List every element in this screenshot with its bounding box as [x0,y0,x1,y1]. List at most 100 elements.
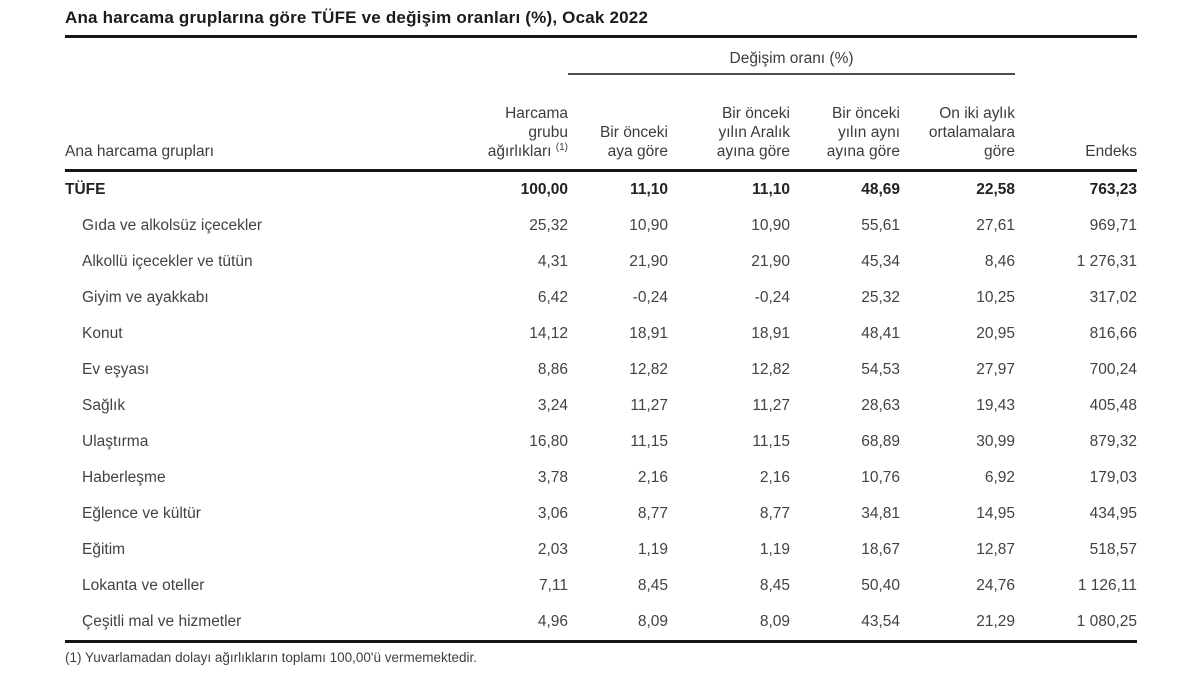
cell-value: 4,31 [537,253,568,270]
row-label: Çeşitli mal ve hizmetler [65,604,440,643]
row-label: Sağlık [82,397,126,414]
cell-value: 34,81 [861,505,900,522]
cell-value: 7,11 [538,577,568,594]
cell-value: 12,87 [976,541,1016,558]
row-label: Konut [82,325,123,342]
cell-value: 100,00 [520,181,568,198]
cell-value: 19,43 [976,397,1016,414]
cell-value: 50,40 [861,577,900,594]
cell-value: 21,29 [900,604,1016,643]
cell-value: 2,16 [759,469,790,486]
cell-value: 10,90 [629,217,668,234]
cell-value: 3,24 [537,397,568,414]
col-header-same-month-prev-year-text: Bir önceki yılın aynı ayına göre [826,105,900,160]
cell-value: 14,12 [529,325,568,342]
table-row: Çeşitli mal ve hizmetler 4,96 8,09 8,09 43,5… [65,604,1137,643]
cell-value: 3,06 [537,505,568,522]
cell-value: 879,32 [1089,433,1137,450]
cell-value: 68,89 [861,433,900,450]
col-header-prev-december: Bir önceki yılın Aralık ayına göre [668,74,790,172]
cell-value: 28,63 [861,397,900,414]
row-label: Ev eşyası [82,361,150,378]
row-label: Eğitim [82,541,126,558]
cell-value: 10,25 [976,289,1016,306]
row-label: Ulaştırma [82,433,149,450]
col-header-weights: Harcama grubu ağırlıkları (1) [440,74,568,172]
cell-value: 18,67 [861,541,900,558]
group-header-spacer-left [65,38,568,74]
table-row: Sağlık 3,24 11,27 11,27 28,63 19,43 405,48 [65,388,1137,424]
cell-value: 8,45 [637,577,668,594]
col-header-twelve-month-avg-text: On iki aylık ortalamalara göre [928,105,1016,160]
cell-value: 1,19 [637,541,668,558]
cell-value: 700,24 [1089,361,1137,378]
col-header-twelve-month-avg: On iki aylık ortalamalara göre [900,74,1016,172]
table-row: Haberleşme 3,78 2,16 2,16 10,76 6,92 179,03 [65,460,1137,496]
table-row: Eğitim 2,03 1,19 1,19 18,67 12,87 518,57 [65,532,1137,568]
cell-value: 1 276,31 [1076,253,1137,270]
footnote-marker: (1) [555,141,568,153]
cell-value: 763,23 [1089,181,1137,198]
cell-value: 1 080,25 [1015,604,1137,643]
cell-value: 22,58 [976,181,1016,198]
cell-value: 10,76 [861,469,900,486]
footnote: (1) Yuvarlamadan dolayı ağırlıkların top… [65,650,478,665]
cell-value: 14,95 [976,505,1016,522]
cell-value: 20,95 [976,325,1016,342]
cell-value: 43,54 [790,604,900,643]
table-row: Giyim ve ayakkabı 6,42 -0,24 -0,24 25,32 10,2… [65,280,1137,316]
cell-value: 12,82 [629,361,668,378]
row-label: Lokanta ve oteller [82,577,205,594]
cell-value: 8,77 [637,505,668,522]
cell-value: 10,90 [751,217,790,234]
cell-value: 1,19 [759,541,790,558]
group-header-change-rate: Değişim oranı (%) [568,38,1016,75]
cell-value: 25,32 [529,217,568,234]
col-header-prev-month-text: Bir önceki aya göre [599,124,668,160]
row-label: Eğlence ve kültür [82,505,201,522]
cell-value: 11,27 [752,397,790,414]
cell-value: 8,77 [759,505,790,522]
group-header-spacer-right [1015,38,1137,74]
cell-value: 48,41 [861,325,900,342]
cell-value: 18,91 [629,325,668,342]
table-row: Eğlence ve kültür 3,06 8,77 8,77 34,81 14,95 4… [65,496,1137,532]
table-row: Ev eşyası 8,86 12,82 12,82 54,53 27,97 700,24 [65,352,1137,388]
cell-value: 434,95 [1089,505,1137,522]
cell-value: 54,53 [861,361,900,378]
cell-value: 21,90 [629,253,668,270]
cell-value: 6,92 [984,469,1016,486]
cell-value: -0,24 [754,289,790,306]
cell-value: 18,91 [751,325,790,342]
cpi-table: Değişim oranı (%) Ana harcama grupları H… [65,38,1137,643]
cell-value: 3,78 [537,469,568,486]
cell-value: 30,99 [976,433,1016,450]
cell-value: 518,57 [1089,541,1137,558]
cell-value: 25,32 [861,289,900,306]
cell-value: 11,10 [752,181,790,198]
table-row: Konut 14,12 18,91 18,91 48,41 20,95 816,66 [65,316,1137,352]
cell-value: 8,46 [984,253,1016,270]
cell-value: 969,71 [1089,217,1137,234]
cell-value: 2,03 [537,541,568,558]
cell-value: 179,03 [1089,469,1137,486]
cell-value: 8,86 [537,361,568,378]
cell-value: 4,96 [440,604,568,643]
table-row: Gıda ve alkolsüz içecekler 25,32 10,90 10,9… [65,208,1137,244]
table-row: Ulaştırma 16,80 11,15 11,15 68,89 30,99 879,32 [65,424,1137,460]
cell-value: 8,09 [568,604,668,643]
cell-value: 11,27 [630,397,668,414]
table-row: Lokanta ve oteller 7,11 8,45 8,45 50,40 24,76… [65,568,1137,604]
cell-value: 2,16 [637,469,668,486]
cell-value: 27,97 [976,361,1016,378]
col-header-main-groups: Ana harcama grupları [65,74,440,172]
col-header-prev-december-text: Bir önceki yılın Aralık ayına göre [716,105,790,160]
cell-value: 11,10 [630,181,668,198]
col-header-index-text: Endeks [1085,143,1137,160]
row-label: Haberleşme [82,469,166,486]
group-header-row: Değişim oranı (%) [65,38,1137,75]
cell-value: 11,15 [630,433,668,450]
cell-value: 24,76 [976,577,1016,594]
col-header-index: Endeks [1015,74,1137,172]
